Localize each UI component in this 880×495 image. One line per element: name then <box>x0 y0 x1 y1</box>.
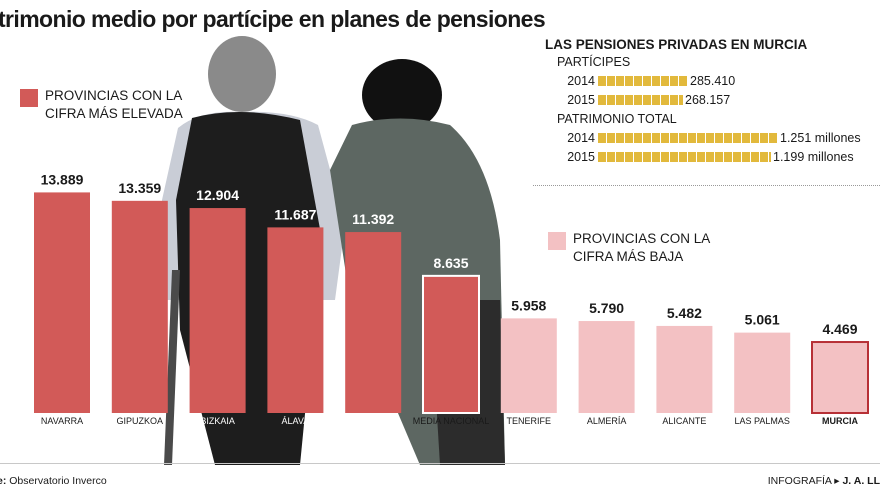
patrimonio-year: 2015 <box>567 149 595 164</box>
category-label: MURCIA <box>822 416 858 426</box>
bar-almería <box>578 321 635 413</box>
participes-row-2014: 2014 285.410 <box>545 71 880 90</box>
legend-high-label: PROVINCIAS CON LA CIFRA MÁS ELEVADA <box>45 88 183 121</box>
credit-label: INFOGRAFÍA ▸ <box>767 475 843 487</box>
participes-label: PARTÍCIPES <box>557 55 631 69</box>
bar-álava <box>267 227 324 413</box>
credit-note: INFOGRAFÍA ▸ J. A. LL <box>768 475 880 487</box>
value-label: 13.359 <box>118 180 161 196</box>
participes-year: 2014 <box>567 73 595 88</box>
value-label: 5.958 <box>511 297 546 313</box>
man-cane <box>164 270 180 465</box>
panel-divider <box>533 185 880 186</box>
bar-soria <box>345 232 402 413</box>
patrimonio-row-2014: 2014 1.251 millones <box>545 128 880 147</box>
footer-divider <box>0 463 880 464</box>
participes-bar <box>598 75 688 86</box>
value-label: 5.482 <box>667 305 702 321</box>
patrimonio-value: 1.199 millones <box>773 149 854 164</box>
category-label: BIZKAIA <box>200 416 235 426</box>
man-head <box>208 36 276 112</box>
woman-hair <box>362 59 442 131</box>
participes-row-2015: 2015 268.157 <box>545 90 880 109</box>
bar-chart: 13.889 NAVARRA 13.359 GIPUZKOA 12.904 BIZKAIA… <box>34 171 869 426</box>
category-label: TENERIFE <box>507 416 552 426</box>
bar-navarra <box>34 192 90 413</box>
patrimonio-bar <box>598 132 778 143</box>
patrimonio-value: 1.251 millones <box>780 130 861 145</box>
value-label: 12.904 <box>196 187 239 203</box>
value-label: 11.687 <box>274 206 316 222</box>
legend-high-swatch <box>20 89 38 107</box>
patrimonio-row-2015: 2015 1.199 millones <box>545 147 880 166</box>
value-label: 5.061 <box>745 312 780 328</box>
patrimonio-year: 2014 <box>567 130 595 145</box>
murcia-panel: LAS PENSIONES PRIVADAS EN MURCIA PARTÍCI… <box>545 37 880 166</box>
source-label: e: <box>0 475 7 487</box>
value-label: 4.469 <box>822 321 857 337</box>
legend-low-swatch <box>548 232 566 250</box>
patrimonio-bar <box>598 151 771 162</box>
category-label: NAVARRA <box>41 416 83 426</box>
page-title: trimonio medio por partícipe en planes d… <box>0 6 546 32</box>
participes-bar <box>598 94 683 105</box>
category-label: ALMERÍA <box>587 416 627 426</box>
bar-alicante <box>656 325 713 413</box>
source-note: e: Observatorio Inverco <box>0 475 107 487</box>
category-label: LAS PALMAS <box>735 416 790 426</box>
category-label: ALICANTE <box>662 416 706 426</box>
source-text: Observatorio Inverco <box>6 475 107 487</box>
legend-low: PROVINCIAS CON LA CIFRA MÁS BAJA <box>548 230 733 266</box>
participes-year: 2015 <box>567 92 595 107</box>
bar-las-palmas <box>734 332 791 413</box>
bar-gipuzkoa <box>111 200 168 413</box>
participes-value: 285.410 <box>690 73 736 88</box>
bar-bizkaia <box>189 208 246 413</box>
value-label: 11.392 <box>352 211 394 227</box>
credit-name: J. A. LL <box>842 475 880 487</box>
legend-high: PROVINCIAS CON LA CIFRA MÁS ELEVADA <box>20 87 205 123</box>
value-label: 5.790 <box>589 300 624 316</box>
value-label: 8.635 <box>433 255 468 271</box>
bar-murcia <box>811 341 869 414</box>
value-label: 13.889 <box>41 171 84 187</box>
category-label: SORIA <box>359 416 387 426</box>
category-label: MEDIA NACIONAL <box>413 416 490 426</box>
participes-value: 268.157 <box>685 92 731 107</box>
murcia-panel-title: LAS PENSIONES PRIVADAS EN MURCIA <box>545 37 808 52</box>
legend-low-label: PROVINCIAS CON LA CIFRA MÁS BAJA <box>573 231 710 264</box>
patrimonio-label: PATRIMONIO TOTAL <box>557 112 677 126</box>
category-label: GIPUZKOA <box>117 416 164 426</box>
bar-media-nacional <box>422 274 480 415</box>
bar-tenerife <box>500 318 557 413</box>
category-label: ÁLAVA <box>282 416 310 426</box>
